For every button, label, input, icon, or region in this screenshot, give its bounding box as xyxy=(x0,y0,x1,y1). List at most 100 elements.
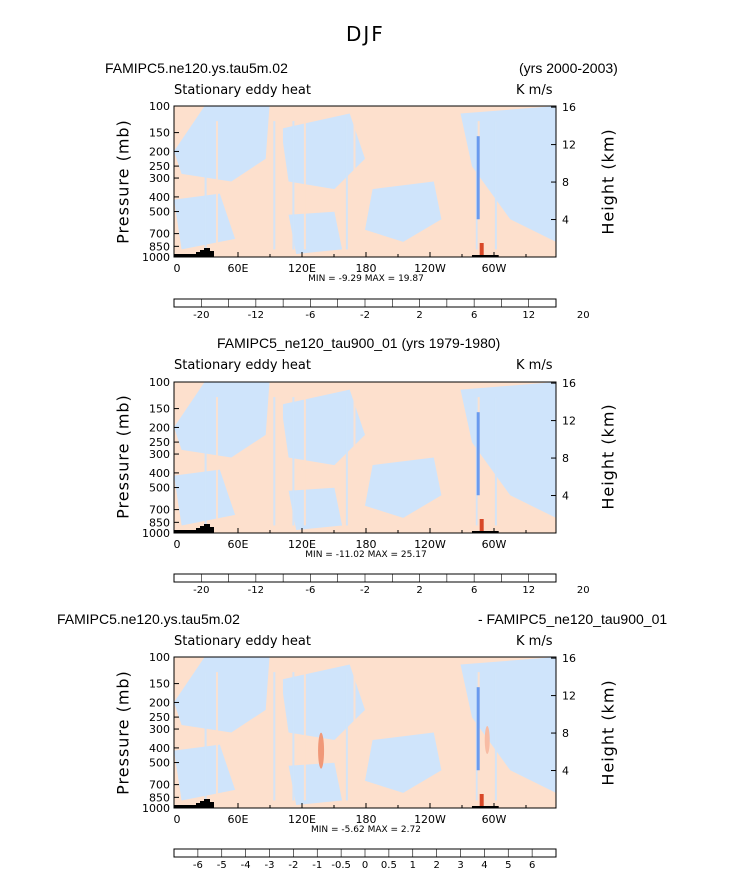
colorbar-label: 6 xyxy=(529,860,535,871)
colorbar-label: 3 xyxy=(457,860,463,871)
negative-region xyxy=(174,657,270,733)
panel-1-title-right: (yrs 2000-2003) xyxy=(519,60,618,76)
colorbar-label: 2 xyxy=(416,310,422,321)
topography xyxy=(174,799,214,808)
colorbar-label: -2 xyxy=(360,310,370,321)
pressure-tick-label: 150 xyxy=(149,127,170,140)
pressure-tick-label: 200 xyxy=(149,145,170,158)
vertical-stripe xyxy=(303,672,306,801)
longitude-tick-label: 60W xyxy=(482,813,507,826)
vertical-stripe xyxy=(494,121,497,250)
longitude-tick-label: 120W xyxy=(414,813,446,826)
pressure-tick-label: 100 xyxy=(149,100,170,113)
pressure-tick-label: 500 xyxy=(149,482,170,495)
negative-region xyxy=(460,382,556,518)
negative-region xyxy=(174,106,270,182)
longitude-tick-label: 60E xyxy=(228,538,249,551)
topography xyxy=(471,806,499,808)
colorbar-label: 20 xyxy=(577,310,590,321)
height-tick-label: 16 xyxy=(562,652,576,665)
vertical-stripe xyxy=(204,397,207,526)
panel-1-title-left: FAMIPC5.ne120.ys.tau5m.02 xyxy=(105,60,288,76)
negative-region xyxy=(288,211,343,254)
colorbar-label: 5 xyxy=(505,860,511,871)
vertical-stripe xyxy=(204,121,207,250)
vertical-stripe xyxy=(216,397,218,526)
height-tick-label: 8 xyxy=(562,727,569,740)
longitude-tick-label: 60W xyxy=(482,538,507,551)
colorbar-label: -12 xyxy=(248,310,264,321)
topography xyxy=(471,255,499,257)
vertical-stripe xyxy=(353,397,356,526)
negative-region xyxy=(365,732,442,793)
pressure-tick-label: 1000 xyxy=(142,802,170,815)
figure-title: DJF xyxy=(346,22,385,46)
pressure-tick-label: 700 xyxy=(149,228,170,241)
colorbar-label: 6 xyxy=(471,585,477,596)
longitude-tick-label: 120E xyxy=(288,813,316,826)
colorbar-label: -6 xyxy=(305,585,315,596)
negative-region xyxy=(174,193,236,250)
longitude-tick-label: 0 xyxy=(174,813,181,826)
vertical-stripe xyxy=(281,672,283,801)
vertical-stripe xyxy=(345,121,348,250)
pressure-tick-label: 400 xyxy=(149,742,170,755)
colorbar-label: -12 xyxy=(248,585,264,596)
panel-3-subtitle: Stationary eddy heat xyxy=(174,634,311,649)
vertical-stripe xyxy=(216,672,218,801)
longitude-tick-label: 120W xyxy=(414,262,446,275)
colorbar-label: -20 xyxy=(193,310,209,321)
panel-1-units: K m/s xyxy=(516,83,553,98)
min-max-label: MIN = -11.02 MAX = 25.17 xyxy=(305,550,426,560)
plot-frame xyxy=(173,105,557,258)
panel-2-title: FAMIPC5_ne120_tau900_01 (yrs 1979-1980) xyxy=(217,335,501,351)
pressure-tick-label: 700 xyxy=(149,504,170,517)
longitude-tick-label: 60E xyxy=(228,262,249,275)
min-max-label: MIN = -9.29 MAX = 19.87 xyxy=(308,274,424,284)
negative-region xyxy=(365,457,442,518)
pressure-tick-label: 150 xyxy=(149,678,170,691)
pressure-tick-label: 200 xyxy=(149,421,170,434)
negative-region xyxy=(281,113,365,190)
vertical-stripe xyxy=(281,121,283,250)
longitude-tick-label: 120E xyxy=(288,538,316,551)
colorbar-label: 12 xyxy=(522,310,535,321)
vertical-stripe xyxy=(303,397,306,526)
pressure-tick-label: 1000 xyxy=(142,251,170,264)
pressure-tick-label: 100 xyxy=(149,376,170,389)
vertical-stripe xyxy=(345,672,348,801)
colorbar-label: 2 xyxy=(433,860,439,871)
panel-3-title-right: - FAMIPC5_ne120_tau900_01 xyxy=(478,611,668,627)
min-max-label: MIN = -5.62 MAX = 2.72 xyxy=(311,825,421,835)
colorbar-label: -6 xyxy=(193,860,203,871)
pressure-tick-label: 500 xyxy=(149,206,170,219)
longitude-tick-label: 180 xyxy=(356,538,377,551)
vertical-stripe xyxy=(204,672,207,801)
colorbar-label: -0.5 xyxy=(331,860,351,871)
strong-positive-streak xyxy=(479,794,484,806)
colorbar-label: 20 xyxy=(577,585,590,596)
colorbar-label: 0 xyxy=(362,860,368,871)
pressure-tick-label: 850 xyxy=(149,791,170,804)
vertical-stripe xyxy=(494,397,497,526)
panel-3-units: K m/s xyxy=(516,634,553,649)
pressure-tick-label: 850 xyxy=(149,240,170,253)
height-tick-label: 12 xyxy=(562,690,576,703)
pressure-tick-label: 150 xyxy=(149,403,170,416)
vertical-stripe xyxy=(353,672,356,801)
plot-frame xyxy=(173,656,557,809)
colorbar-label: -5 xyxy=(217,860,227,871)
pressure-tick-label: 1000 xyxy=(142,527,170,540)
topography xyxy=(174,248,214,257)
pressure-tick-label: 100 xyxy=(149,651,170,664)
colorbar-label: 1 xyxy=(410,860,416,871)
negative-region xyxy=(288,762,343,805)
vertical-stripe xyxy=(303,121,306,250)
colorbar-label: -20 xyxy=(193,585,209,596)
strong-positive-streak xyxy=(479,519,484,531)
negative-region xyxy=(460,657,556,793)
